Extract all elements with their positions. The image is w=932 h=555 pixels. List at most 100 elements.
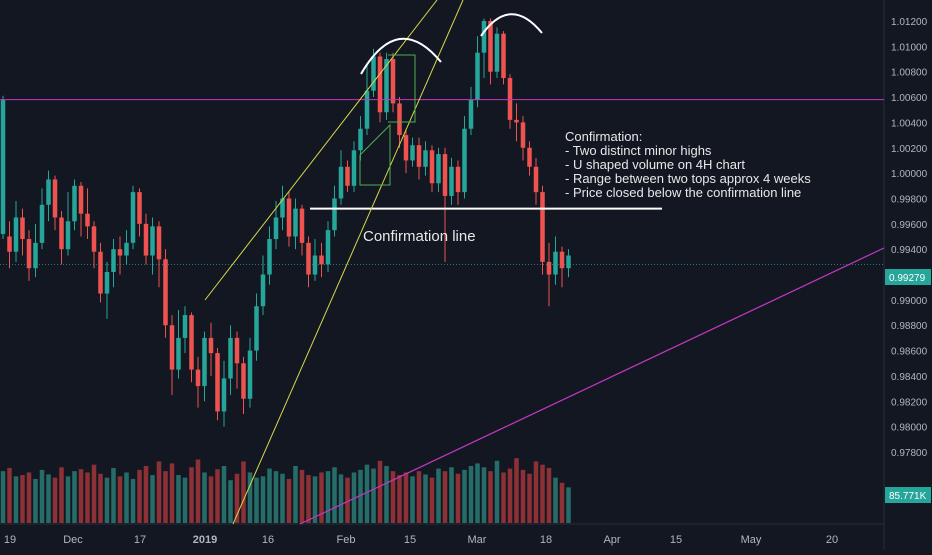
candle-body [150,226,155,256]
candle-body [26,239,32,269]
price-tick-label: 0.99000 [891,296,928,307]
volume-bar [59,467,64,523]
time-tick-label: 20 [826,534,838,546]
volume-bar [501,472,506,523]
candle-body [247,350,253,399]
candle-body [559,251,565,269]
candle-body [78,185,84,214]
candles [0,18,571,427]
candle-body [332,198,337,231]
volume-bar [150,475,155,523]
annotation-line: - Price closed below the confirmation li… [565,185,801,200]
time-tick-label: 15 [404,534,416,546]
candle-body [377,56,383,113]
candle-body [267,239,272,275]
candle-body [553,251,558,275]
candle-body [137,192,142,224]
volume-bar [39,469,45,523]
volume-bar [507,468,513,523]
volume-bar [338,474,344,523]
candle-body [488,21,493,72]
candle-body [442,154,448,196]
volume-bar [117,476,123,523]
annotation-line: Confirmation: [565,129,642,144]
candle-body [176,337,181,370]
volume-bar [345,477,350,523]
drawings [0,0,885,525]
candle-body [46,179,51,205]
volume-bar [72,471,77,523]
volume-badge [885,487,931,503]
candle-body [364,90,370,129]
volume-bar [390,471,396,523]
candle-body [436,154,441,184]
time-tick-label: May [741,534,762,546]
volume-bar [85,472,90,523]
volume-bar [254,477,259,523]
candle-body [293,208,298,237]
volume-bar [241,461,246,523]
candle-body [468,99,474,129]
candle-body [182,315,188,338]
volume-bar [52,477,58,523]
volume-bar [325,471,331,523]
candle-body [39,204,45,243]
volume-bar [306,475,311,523]
volume-bars [0,458,571,523]
price-tick-label: 0.97800 [891,448,928,459]
last-price-label: 0.99279 [889,273,926,284]
volume-bar [299,469,305,523]
candle-body [228,337,233,379]
volume-bar [319,472,324,523]
volume-bar [533,461,539,523]
volume-bar [546,467,552,523]
time-axis[interactable]: 19 Dec 17 2019 16 Feb 15 Mar 18 Apr 15 May 20 [4,534,838,546]
volume-bar [475,463,480,523]
volume-bar [143,465,149,523]
candle-body [501,33,506,79]
volume-bar [520,469,526,523]
candle-body [208,337,214,354]
annotation-line: - Two distinct minor highs [565,143,712,158]
candle-body [143,223,149,256]
volume-bar [397,475,402,523]
candle-body [195,369,201,387]
volume-label: 85.771K [889,491,927,502]
price-tick-label: 1.00800 [891,68,928,79]
volume-bar [449,467,454,523]
candle-body [429,150,435,184]
volume-bar [234,473,240,523]
candle-body [520,122,526,148]
candle-body [111,249,116,272]
candle-body [117,249,123,256]
top-arc [360,37,442,75]
candle-body [462,128,467,193]
candle-body [416,145,422,167]
price-tick-label: 1.00000 [891,169,928,180]
candle-body [163,259,168,326]
candle-body [65,221,71,250]
price-tick-label: 1.00200 [891,144,928,155]
time-tick-label: 16 [262,534,274,546]
volume-bar [0,471,6,523]
volume-bar [410,476,415,523]
candle-body [514,119,519,123]
last-price-badge [885,269,931,285]
volume-bar [260,476,266,523]
volume-bar [65,476,71,523]
volume-bar [26,472,32,523]
price-tick-label: 0.99600 [891,220,928,231]
support-trendline [299,247,885,525]
channel-lower-line [232,0,464,525]
candle-body [566,255,571,269]
volume-bar [280,473,285,523]
price-tick-label: 1.00600 [891,93,928,104]
candle-body [455,166,461,193]
volume-bar [559,482,565,523]
volume-bar [293,465,298,523]
volume-bar [13,476,19,523]
candle-body [299,208,305,243]
candle-body [98,251,103,294]
